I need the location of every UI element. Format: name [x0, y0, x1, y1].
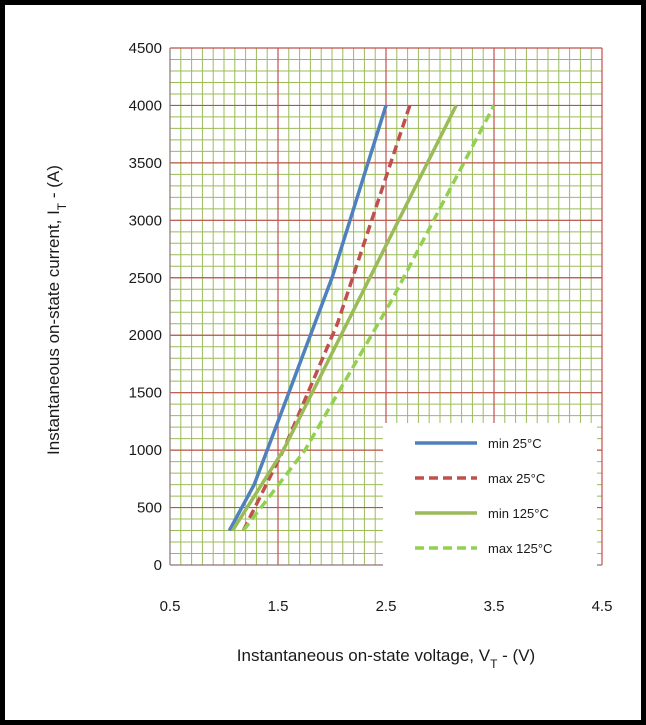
legend-label: max 125°C [488, 541, 552, 556]
y-tick-label: 4500 [129, 40, 162, 57]
y-tick-label: 1000 [129, 442, 162, 459]
x-axis-title-subscript: T [490, 657, 498, 671]
x-tick-label: 3.5 [484, 598, 505, 615]
series-line [242, 104, 496, 532]
x-tick-label: 0.5 [160, 598, 181, 615]
y-axis-title-subscript: T [55, 202, 69, 210]
series-line [231, 104, 458, 532]
x-tick-label: 4.5 [592, 598, 613, 615]
y-tick-label: 4000 [129, 97, 162, 114]
legend-label: min 25°C [488, 436, 542, 451]
y-tick-label: 2000 [129, 327, 162, 344]
y-tick-label: 500 [137, 500, 162, 517]
legend-label: min 125°C [488, 506, 549, 521]
x-tick-label: 1.5 [268, 598, 289, 615]
y-tick-label: 0 [154, 557, 162, 574]
y-tick-label: 2500 [129, 270, 162, 287]
tick-labels: 0 500 1000 1500 2000 2500 3000 3500 4000 4500 0.5 1… [129, 40, 613, 615]
x-tick-label: 2.5 [376, 598, 397, 615]
series-line [241, 104, 412, 532]
legend-label: max 25°C [488, 471, 545, 486]
y-tick-label: 3500 [129, 155, 162, 172]
series-group [227, 104, 496, 532]
x-axis-title: Instantaneous on-state voltage, VT - (V) [237, 646, 535, 671]
chart: min 25°C max 25°C min 125°C max 125°C 0 500 1… [44, 40, 613, 671]
y-tick-label: 1500 [129, 385, 162, 402]
series-line [227, 104, 388, 532]
legend: min 25°C max 25°C min 125°C max 125°C [383, 423, 597, 571]
y-tick-label: 3000 [129, 212, 162, 229]
y-axis-title: Instantaneous on-state current, IT - (A) [44, 165, 69, 455]
